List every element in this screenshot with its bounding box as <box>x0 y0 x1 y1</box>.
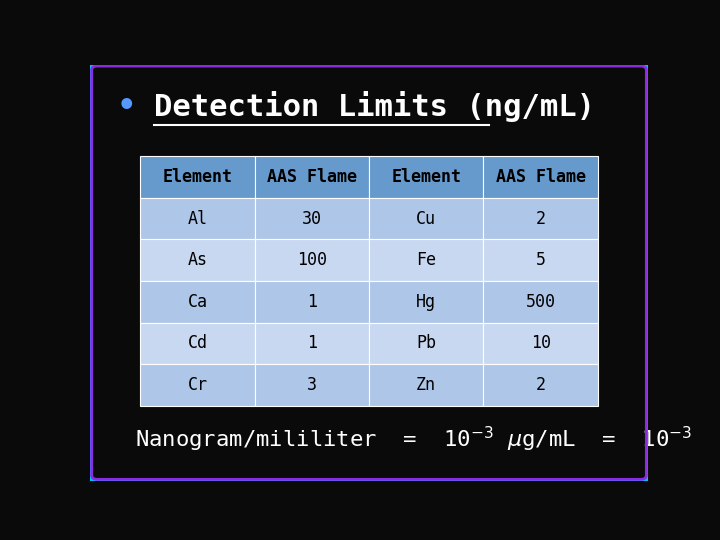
FancyBboxPatch shape <box>369 239 483 281</box>
Text: AAS Flame: AAS Flame <box>495 168 585 186</box>
Text: Cd: Cd <box>187 334 207 353</box>
Text: 100: 100 <box>297 251 327 269</box>
Text: 1: 1 <box>307 293 317 311</box>
FancyBboxPatch shape <box>140 156 255 198</box>
FancyBboxPatch shape <box>369 281 483 322</box>
FancyBboxPatch shape <box>140 322 255 364</box>
Text: Pb: Pb <box>416 334 436 353</box>
Text: Cr: Cr <box>187 376 207 394</box>
Text: •: • <box>117 92 136 121</box>
FancyBboxPatch shape <box>255 198 369 239</box>
FancyBboxPatch shape <box>483 322 598 364</box>
FancyBboxPatch shape <box>255 364 369 406</box>
FancyBboxPatch shape <box>140 239 255 281</box>
Text: 1: 1 <box>307 334 317 353</box>
FancyBboxPatch shape <box>140 281 255 322</box>
Text: 3: 3 <box>307 376 317 394</box>
FancyBboxPatch shape <box>483 239 598 281</box>
Text: As: As <box>187 251 207 269</box>
Text: AAS Flame: AAS Flame <box>267 168 357 186</box>
Text: 5: 5 <box>536 251 546 269</box>
Text: 30: 30 <box>302 210 322 228</box>
Text: Zn: Zn <box>416 376 436 394</box>
Text: Hg: Hg <box>416 293 436 311</box>
FancyBboxPatch shape <box>483 156 598 198</box>
FancyBboxPatch shape <box>369 198 483 239</box>
Text: Cu: Cu <box>416 210 436 228</box>
Text: Al: Al <box>187 210 207 228</box>
FancyBboxPatch shape <box>483 198 598 239</box>
FancyBboxPatch shape <box>255 156 369 198</box>
Text: Element: Element <box>391 168 462 186</box>
FancyBboxPatch shape <box>483 364 598 406</box>
FancyBboxPatch shape <box>140 198 255 239</box>
Text: 10: 10 <box>531 334 551 353</box>
FancyBboxPatch shape <box>255 281 369 322</box>
Text: Ca: Ca <box>187 293 207 311</box>
FancyBboxPatch shape <box>369 322 483 364</box>
FancyBboxPatch shape <box>140 364 255 406</box>
Text: Fe: Fe <box>416 251 436 269</box>
FancyBboxPatch shape <box>369 156 483 198</box>
Text: 2: 2 <box>536 210 546 228</box>
Text: 2: 2 <box>536 376 546 394</box>
FancyBboxPatch shape <box>483 281 598 322</box>
Text: Nanogram/mililiter  =  10$^{-3}$ $\mu$g/mL  =  10$^{-3}$  ppm: Nanogram/mililiter = 10$^{-3}$ $\mu$g/mL… <box>135 424 720 454</box>
Text: Element: Element <box>163 168 233 186</box>
FancyBboxPatch shape <box>369 364 483 406</box>
FancyBboxPatch shape <box>255 322 369 364</box>
Text: Detection Limits (ng/mL): Detection Limits (ng/mL) <box>154 91 595 122</box>
FancyBboxPatch shape <box>255 239 369 281</box>
Text: 500: 500 <box>526 293 556 311</box>
